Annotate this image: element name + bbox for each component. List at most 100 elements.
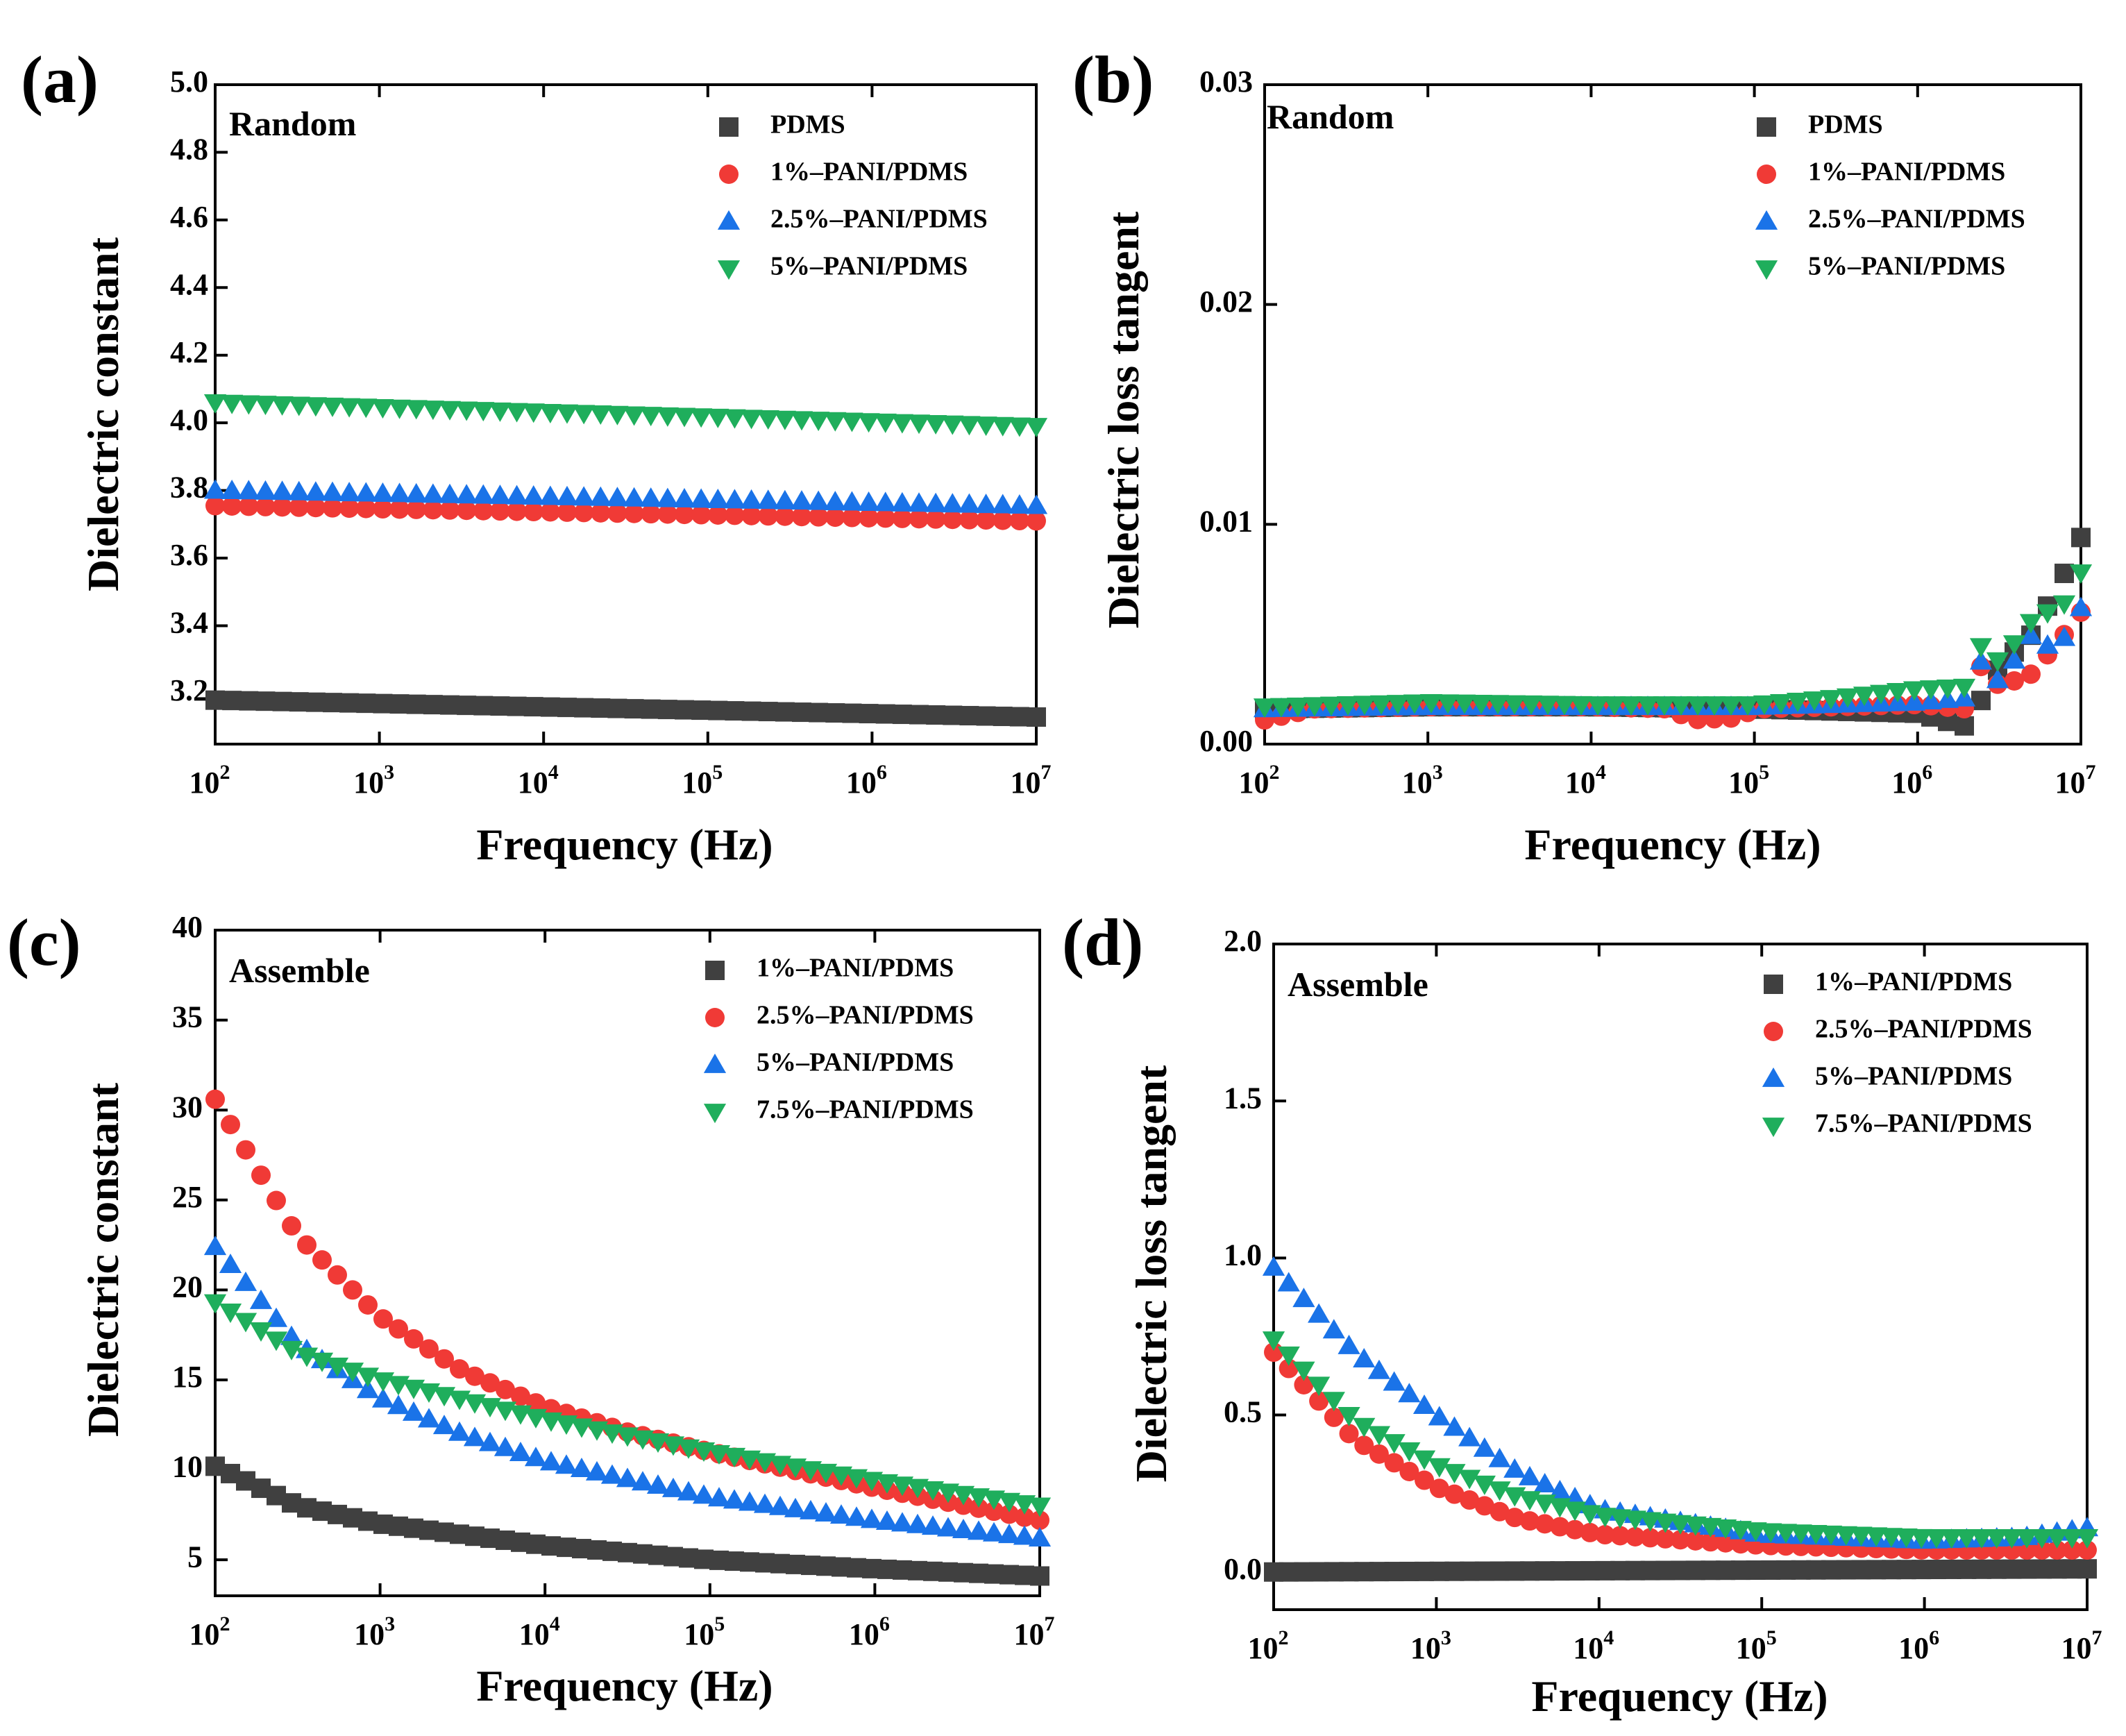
data-point bbox=[526, 1393, 546, 1413]
data-point bbox=[1415, 1470, 1435, 1490]
data-point bbox=[906, 1513, 929, 1533]
data-point bbox=[1519, 1511, 1539, 1531]
data-point bbox=[1836, 688, 1859, 708]
series-2 bbox=[205, 496, 1046, 531]
data-point bbox=[891, 414, 913, 434]
data-point bbox=[203, 479, 227, 499]
y-axis-title: Dielectric loss tangent bbox=[1127, 1065, 1176, 1482]
data-point bbox=[539, 485, 562, 505]
data-point bbox=[1729, 1521, 1752, 1541]
data-point bbox=[1030, 1566, 1049, 1586]
data-point bbox=[589, 486, 612, 506]
data-point bbox=[741, 701, 761, 721]
chart-annotation: Assemble bbox=[1288, 965, 1428, 1004]
data-point bbox=[1428, 1406, 1451, 1426]
data-point bbox=[656, 407, 679, 427]
data-point bbox=[925, 414, 947, 435]
data-point bbox=[725, 505, 745, 525]
data-point bbox=[321, 481, 344, 501]
data-point bbox=[1319, 696, 1343, 716]
data-point bbox=[1490, 1501, 1510, 1522]
data-point bbox=[773, 410, 796, 430]
data-point bbox=[540, 502, 560, 522]
data-point bbox=[909, 509, 929, 529]
legend-marker bbox=[1755, 210, 1778, 230]
data-point bbox=[489, 402, 512, 422]
data-point bbox=[239, 496, 259, 516]
x-tick-label: 107 bbox=[1011, 761, 1052, 800]
data-point bbox=[824, 412, 847, 432]
data-point bbox=[373, 499, 393, 519]
data-point bbox=[1819, 1525, 1843, 1545]
data-point bbox=[631, 1471, 655, 1491]
data-point bbox=[249, 1289, 273, 1309]
data-point bbox=[326, 1357, 349, 1377]
data-point bbox=[814, 1502, 838, 1522]
data-point bbox=[1458, 1426, 1481, 1447]
data-point bbox=[641, 504, 661, 524]
data-point bbox=[589, 405, 612, 425]
data-point bbox=[892, 508, 912, 528]
data-point bbox=[925, 492, 947, 512]
data-point bbox=[237, 480, 260, 500]
data-point bbox=[405, 482, 428, 503]
data-point bbox=[234, 1313, 258, 1333]
data-point bbox=[1753, 695, 1776, 715]
data-point bbox=[1986, 668, 2009, 689]
data-point bbox=[825, 703, 845, 723]
data-point bbox=[388, 482, 411, 503]
data-point bbox=[473, 500, 493, 521]
data-point bbox=[1292, 1288, 1315, 1308]
x-tick-label: 103 bbox=[1410, 1626, 1451, 1665]
data-point bbox=[1486, 695, 1510, 715]
data-point bbox=[221, 1115, 240, 1135]
data-point bbox=[1553, 696, 1576, 716]
y-tick-label: 25 bbox=[172, 1180, 203, 1214]
legend-label: PDMS bbox=[1808, 110, 1883, 140]
data-point bbox=[842, 703, 862, 723]
data-point bbox=[1533, 1472, 1556, 1492]
data-point bbox=[1353, 696, 1376, 716]
data-point bbox=[708, 505, 728, 525]
data-point bbox=[975, 494, 997, 514]
data-point bbox=[373, 1309, 393, 1329]
data-point bbox=[967, 1520, 990, 1540]
data-point bbox=[1786, 693, 1809, 713]
data-point bbox=[591, 503, 611, 523]
data-point bbox=[921, 1515, 945, 1535]
data-point bbox=[358, 1295, 378, 1315]
panel-label: (b) bbox=[1072, 42, 1154, 117]
data-point bbox=[338, 482, 361, 502]
data-point bbox=[1294, 1374, 1314, 1394]
data-point bbox=[790, 411, 813, 431]
data-point bbox=[1569, 696, 1593, 716]
data-point bbox=[758, 506, 778, 526]
data-point bbox=[389, 1319, 408, 1339]
data-point bbox=[272, 691, 292, 711]
data-point bbox=[2077, 1559, 2097, 1579]
data-point bbox=[1277, 1272, 1300, 1292]
data-point bbox=[457, 696, 477, 716]
data-point bbox=[522, 403, 545, 423]
data-point bbox=[2019, 624, 2043, 644]
legend-marker bbox=[705, 1008, 725, 1027]
data-point bbox=[373, 693, 393, 714]
data-point bbox=[1353, 1348, 1376, 1368]
data-point bbox=[639, 487, 662, 507]
series-4 bbox=[1253, 564, 2093, 718]
data-point bbox=[623, 487, 646, 507]
y-tick-label: 0.01 bbox=[1199, 504, 1253, 538]
data-point bbox=[845, 1506, 868, 1526]
legend-label: 1%–PANI/PDMS bbox=[1808, 158, 2005, 187]
data-point bbox=[1399, 1461, 1419, 1481]
legend-label: 5%–PANI/PDMS bbox=[757, 1048, 954, 1077]
data-point bbox=[753, 1493, 777, 1513]
data-point bbox=[639, 407, 662, 427]
x-tick-label: 104 bbox=[519, 1612, 560, 1651]
data-point bbox=[339, 498, 360, 519]
data-point bbox=[2069, 596, 2093, 616]
x-tick-label: 102 bbox=[1248, 1626, 1289, 1665]
data-point bbox=[555, 1454, 578, 1474]
data-point bbox=[723, 409, 746, 429]
data-point bbox=[438, 401, 462, 421]
